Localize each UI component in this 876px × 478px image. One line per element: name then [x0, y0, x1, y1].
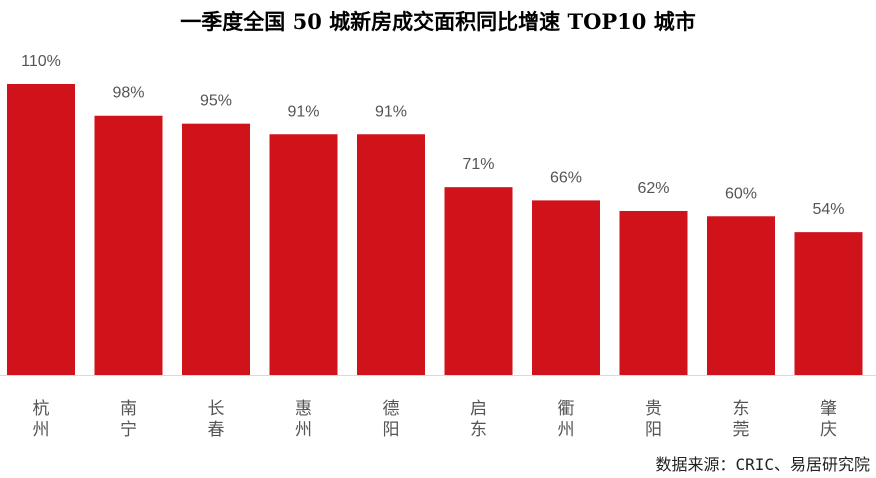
- bar: [707, 216, 775, 375]
- category-label: 惠州: [295, 399, 312, 440]
- category-label: 德阳: [383, 399, 400, 440]
- data-label: 95%: [200, 93, 232, 110]
- bar: [619, 210, 688, 375]
- data-label: 98%: [112, 85, 144, 102]
- data-label: 66%: [550, 169, 582, 186]
- data-label: 54%: [812, 201, 844, 218]
- bar: [444, 187, 513, 375]
- bar: [182, 123, 250, 375]
- data-source-note: 数据来源：CRIC、易居研究院: [655, 455, 870, 474]
- data-label: 62%: [637, 180, 669, 197]
- bar: [357, 134, 425, 375]
- bar: [269, 134, 338, 375]
- data-label: 60%: [725, 185, 757, 202]
- category-label: 东莞: [733, 399, 750, 440]
- data-label: 91%: [287, 103, 319, 120]
- bar: [532, 200, 600, 375]
- category-label: 贵阳: [645, 399, 662, 440]
- category-label: 衢州: [558, 398, 575, 440]
- data-label: 71%: [462, 156, 494, 173]
- bar: [94, 115, 163, 375]
- category-label: 杭州: [33, 399, 50, 440]
- category-label: 长春: [208, 399, 225, 440]
- bar: [7, 84, 75, 375]
- category-label: 南宁: [120, 399, 137, 440]
- bar: [794, 232, 863, 375]
- data-label: 110%: [21, 53, 61, 70]
- chart-title: 一季度全国 50 城新房成交面积同比增速 TOP10 城市: [180, 9, 696, 34]
- category-label: 肇庆: [820, 399, 837, 440]
- category-label: 启东: [470, 399, 487, 440]
- data-label: 91%: [375, 103, 407, 120]
